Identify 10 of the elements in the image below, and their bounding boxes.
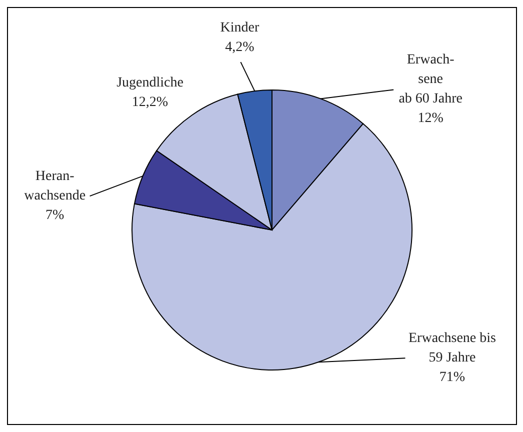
data-label: 12,2%: [132, 95, 168, 110]
data-label: 7%: [45, 208, 64, 223]
data-label: 71%: [439, 370, 466, 385]
slice-label: Kinder: [220, 20, 260, 36]
slice-label: Erwach- sene ab 60 Jahre: [398, 52, 462, 107]
slice-label: Heran- wachsende: [24, 168, 86, 204]
slice-label: Jugendliche: [116, 76, 184, 91]
slice-label: Erwachsene bis 59 Jahre: [408, 330, 496, 366]
data-label: 12%: [418, 111, 444, 126]
data-label: 4,2%: [225, 40, 255, 56]
